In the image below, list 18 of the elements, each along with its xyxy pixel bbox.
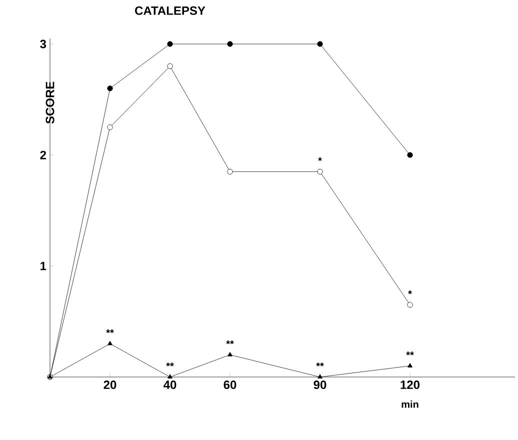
chart-title: CATALEPSY — [135, 6, 206, 15]
annotation: * — [408, 290, 412, 294]
y-tick-label: 1 — [40, 262, 46, 270]
annotation: ** — [226, 340, 234, 344]
x-tick-label: 90 — [314, 380, 326, 390]
annotation: ** — [106, 329, 114, 333]
annotation: ** — [316, 362, 324, 366]
x-axis-title: min — [402, 400, 418, 408]
x-tick-label: 120 — [400, 380, 420, 390]
annotation: ** — [166, 362, 174, 366]
x-tick-label: 40 — [164, 380, 176, 390]
x-tick-label: 60 — [224, 380, 236, 390]
annotation: * — [318, 157, 322, 161]
y-tick-label: 3 — [40, 40, 46, 48]
y-tick-label: 2 — [40, 150, 46, 160]
annotation: ** — [406, 351, 414, 356]
y-axis-title: SCORE — [46, 82, 54, 124]
x-tick-label: 20 — [104, 380, 116, 390]
